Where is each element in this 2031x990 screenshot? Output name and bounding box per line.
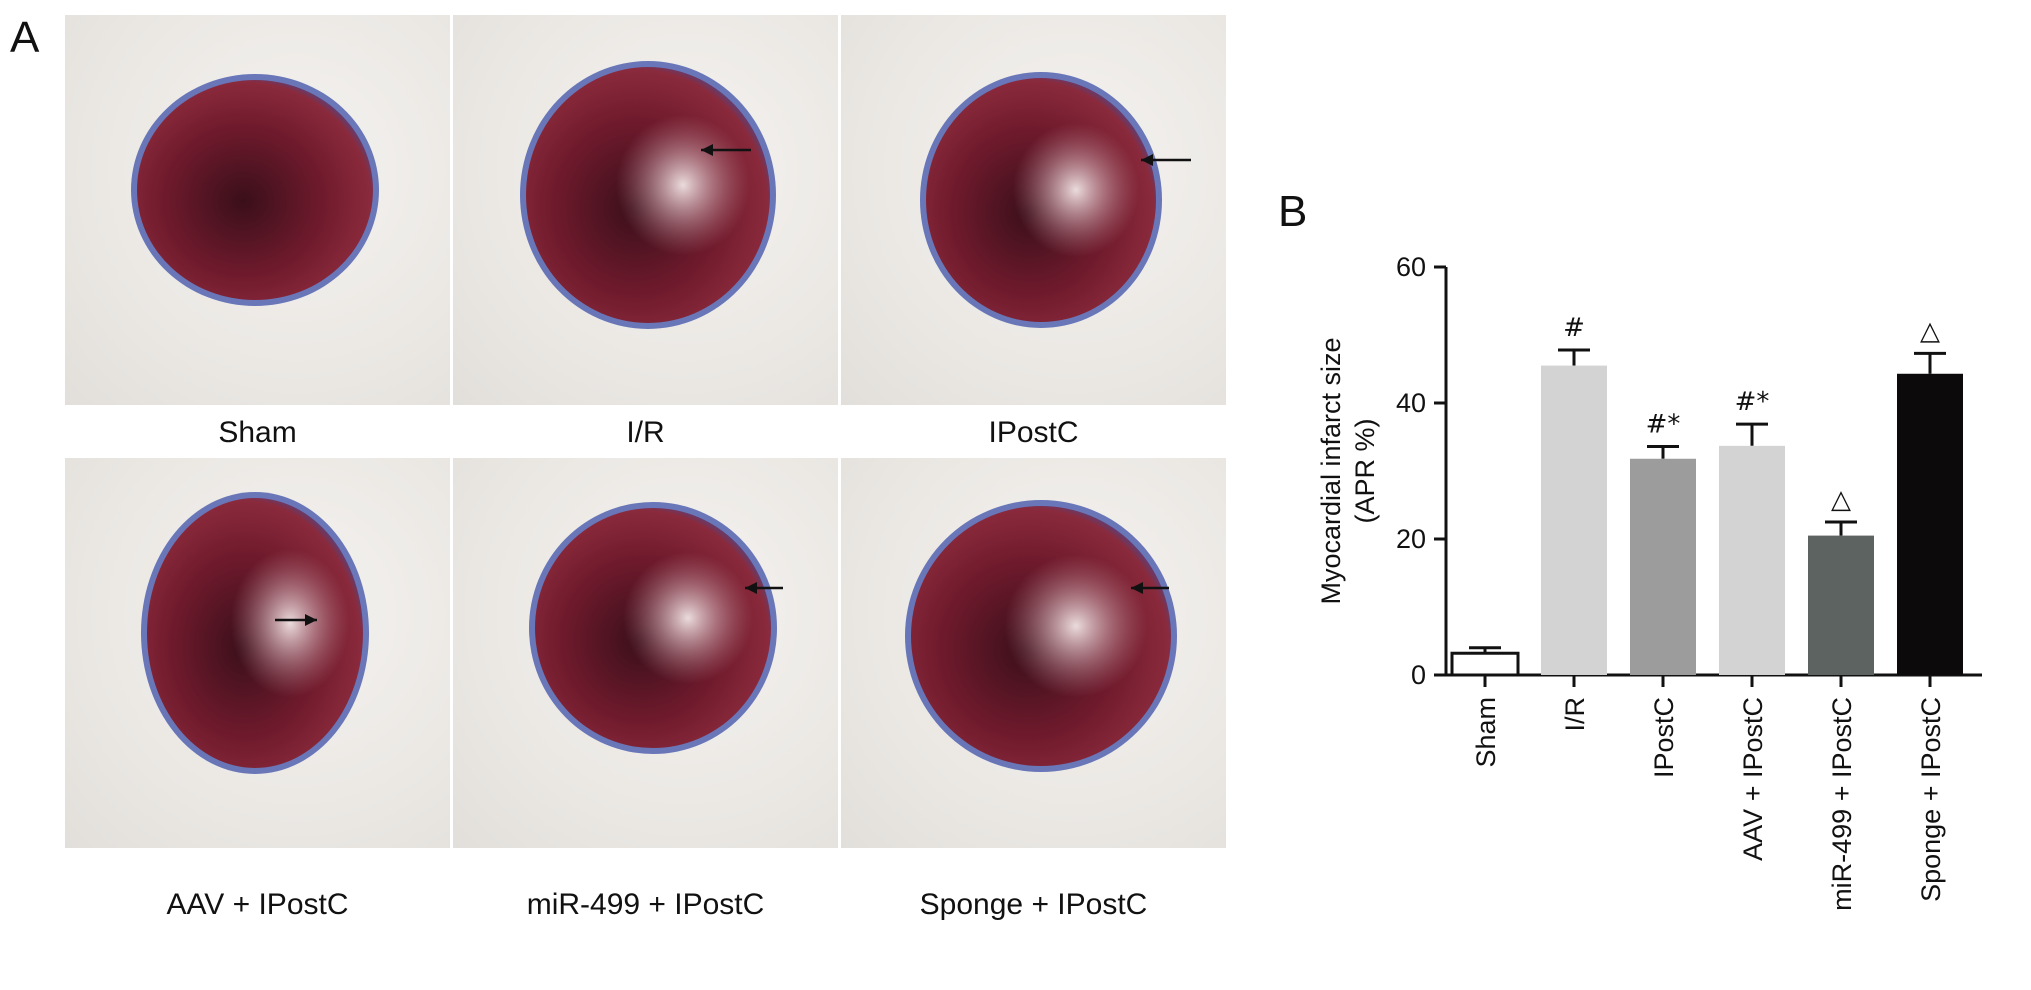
x-tick-label: I/R [1560,697,1590,732]
significance-marker: #* [1646,410,1681,440]
x-tick-label: IPostC [1649,697,1679,778]
x-tick-label: miR-499 + IPostC [1827,697,1857,911]
photo-caption: Sponge + IPostC [919,888,1148,921]
panel-b-label: B [1278,187,1308,236]
significance-marker: △ [1831,485,1851,515]
infarct-size-bar-chart: 0 20 40 60 Myocardial infarct size (APR %) Sha… [1316,252,1982,911]
heart-photo [453,458,838,848]
y-tick-label: 60 [1396,252,1426,282]
significance-marker: #* [1735,387,1770,417]
bar [1630,458,1696,675]
photo-caption: AAV + IPostC [166,888,349,921]
x-tick-label: Sham [1471,697,1501,768]
heart-photo [841,458,1226,848]
photo-caption: I/R [626,416,665,449]
bar [1897,373,1963,675]
x-tick-label: AAV + IPostC [1738,697,1768,861]
y-tick-label: 0 [1411,660,1426,690]
x-tick-label: Sponge + IPostC [1916,697,1946,902]
bar [1541,365,1607,675]
photo-caption: Sham [218,416,297,449]
heart-photo [453,15,838,405]
photo-caption: IPostC [988,416,1079,449]
heart-photo [65,15,450,405]
significance-marker: △ [1920,316,1940,346]
y-axis-title: Myocardial infarct size [1316,337,1346,604]
bar [1450,651,1520,677]
photo-caption: miR-499 + IPostC [526,888,765,921]
bar [1719,445,1785,675]
panel-a-label: A [10,13,40,62]
significance-marker: # [1563,313,1585,343]
y-tick-label: 20 [1396,524,1426,554]
y-tick-label: 40 [1396,388,1426,418]
bar [1808,535,1874,675]
heart-photo [841,15,1226,405]
heart-photo [65,458,450,848]
y-axis-title-unit: (APR %) [1350,418,1380,523]
